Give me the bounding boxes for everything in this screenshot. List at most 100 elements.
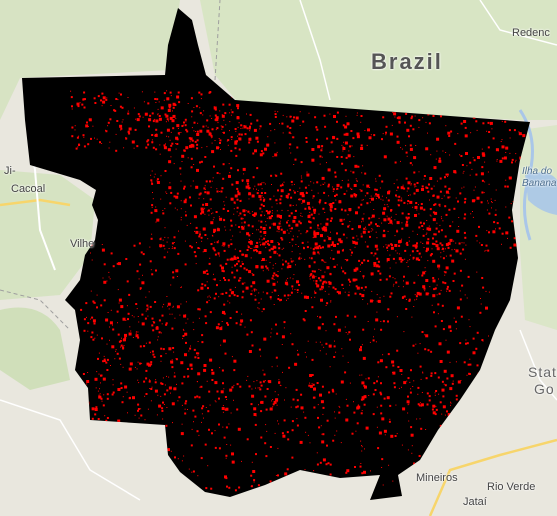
loss-pixel [432,115,435,117]
loss-pixel [371,214,375,218]
loss-pixel [147,315,149,317]
loss-pixel [438,342,442,346]
loss-pixel [432,294,436,298]
loss-pixel [321,433,323,435]
loss-pixel [211,136,213,138]
loss-pixel [420,378,422,380]
loss-pixel [107,312,109,313]
loss-pixel [324,486,326,488]
loss-pixel [108,271,110,273]
loss-pixel [346,122,350,126]
loss-pixel [236,206,239,209]
loss-pixel [184,198,187,201]
loss-pixel [373,209,375,210]
loss-pixel [262,380,265,383]
loss-pixel [361,381,365,385]
loss-pixel [313,182,315,184]
loss-pixel [176,305,180,309]
loss-pixel [326,218,329,221]
loss-pixel [265,240,268,243]
loss-pixel [321,145,324,148]
loss-pixel [435,408,438,411]
loss-pixel [113,109,116,112]
loss-pixel [233,201,236,204]
loss-pixel [198,308,201,311]
loss-pixel [256,229,258,231]
loss-pixel [247,224,250,227]
loss-pixel [146,308,149,311]
loss-pixel [464,197,467,200]
loss-pixel [377,361,380,364]
loss-pixel [162,239,164,241]
loss-pixel [430,451,432,453]
loss-pixel [211,369,214,371]
loss-pixel [207,465,209,467]
loss-pixel [187,157,189,159]
loss-pixel [469,174,471,176]
loss-pixel [291,420,294,423]
loss-pixel [293,216,297,219]
loss-pixel [273,279,275,280]
loss-pixel [344,141,348,145]
loss-pixel [362,230,366,234]
loss-pixel [234,264,237,267]
loss-pixel [307,215,311,219]
loss-pixel [163,144,166,147]
loss-pixel [268,249,271,252]
loss-pixel [390,246,394,250]
loss-pixel [205,125,207,127]
loss-pixel [417,393,419,395]
loss-pixel [336,264,338,266]
loss-pixel [461,164,464,166]
loss-pixel [296,418,298,420]
loss-pixel [385,366,388,369]
loss-pixel [217,146,219,148]
loss-pixel [288,214,291,217]
loss-pixel [426,392,429,395]
loss-pixel [269,480,272,483]
loss-pixel [424,267,426,269]
loss-pixel [215,401,217,403]
loss-pixel [335,351,337,353]
loss-pixel [409,200,413,204]
loss-pixel [428,122,431,125]
loss-pixel [313,230,316,233]
loss-pixel [408,298,411,301]
loss-pixel [464,236,467,239]
loss-pixel [415,188,419,192]
loss-pixel [260,203,263,206]
loss-pixel [349,382,351,384]
loss-pixel [360,144,363,147]
loss-pixel [345,332,347,333]
loss-pixel [492,230,496,234]
loss-pixel [172,422,173,424]
loss-pixel [372,300,374,302]
loss-pixel [330,300,332,302]
loss-pixel [76,136,79,139]
loss-pixel [294,209,297,212]
loss-pixel [234,194,238,198]
loss-pixel [184,353,187,357]
loss-pixel [170,450,172,452]
loss-pixel [453,207,456,210]
loss-pixel [366,184,370,188]
loss-pixel [342,147,346,150]
loss-pixel [324,271,326,273]
loss-pixel [176,383,177,385]
loss-pixel [472,157,474,159]
loss-pixel [169,91,172,94]
loss-pixel [83,419,84,421]
loss-pixel [476,129,478,131]
loss-pixel [111,345,115,349]
loss-pixel [387,353,390,356]
loss-pixel [241,460,242,462]
loss-pixel [347,214,349,216]
loss-pixel [366,192,369,195]
loss-pixel [225,457,227,459]
loss-pixel [231,266,233,268]
loss-pixel [221,407,225,410]
loss-pixel [458,217,460,218]
loss-pixel [190,222,192,224]
